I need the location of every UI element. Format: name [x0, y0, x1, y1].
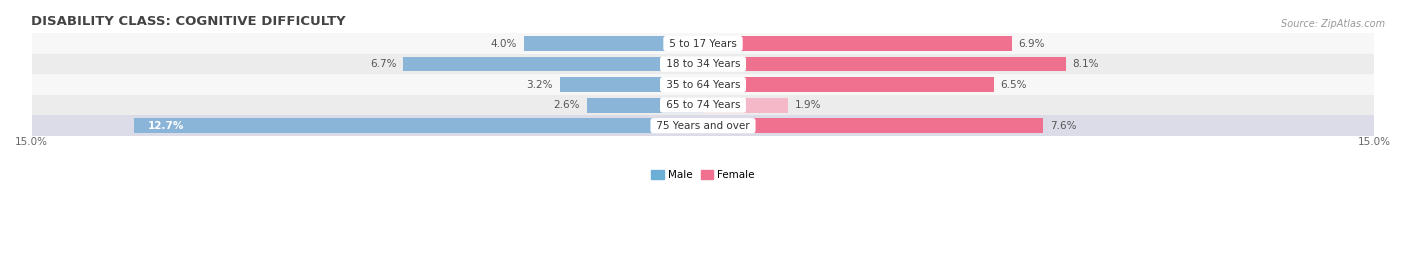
Text: 65 to 74 Years: 65 to 74 Years — [662, 100, 744, 110]
Text: 18 to 34 Years: 18 to 34 Years — [662, 59, 744, 69]
Bar — [31, 115, 1375, 136]
Bar — [703, 36, 1012, 51]
Bar — [135, 118, 703, 133]
Legend: Male, Female: Male, Female — [647, 166, 759, 184]
Bar — [524, 36, 703, 51]
Bar — [703, 77, 994, 92]
Bar — [31, 74, 1375, 95]
Text: 6.7%: 6.7% — [370, 59, 396, 69]
Text: 75 Years and over: 75 Years and over — [652, 121, 754, 131]
Text: 2.6%: 2.6% — [554, 100, 579, 110]
Text: DISABILITY CLASS: COGNITIVE DIFFICULTY: DISABILITY CLASS: COGNITIVE DIFFICULTY — [31, 15, 346, 28]
Text: 1.9%: 1.9% — [794, 100, 821, 110]
Text: 5 to 17 Years: 5 to 17 Years — [666, 39, 740, 49]
Text: 6.5%: 6.5% — [1001, 80, 1028, 90]
Bar — [404, 57, 703, 72]
Text: 4.0%: 4.0% — [491, 39, 517, 49]
Bar — [31, 95, 1375, 115]
Bar — [560, 77, 703, 92]
Text: 7.6%: 7.6% — [1050, 121, 1077, 131]
Text: 8.1%: 8.1% — [1073, 59, 1099, 69]
Bar — [586, 98, 703, 113]
Bar — [703, 98, 787, 113]
Bar — [703, 118, 1043, 133]
Text: 6.9%: 6.9% — [1018, 39, 1045, 49]
Text: 3.2%: 3.2% — [526, 80, 553, 90]
Bar — [31, 33, 1375, 54]
Bar — [703, 57, 1066, 72]
Text: 12.7%: 12.7% — [148, 121, 184, 131]
Text: 35 to 64 Years: 35 to 64 Years — [662, 80, 744, 90]
Text: Source: ZipAtlas.com: Source: ZipAtlas.com — [1281, 19, 1385, 29]
Bar — [31, 54, 1375, 74]
